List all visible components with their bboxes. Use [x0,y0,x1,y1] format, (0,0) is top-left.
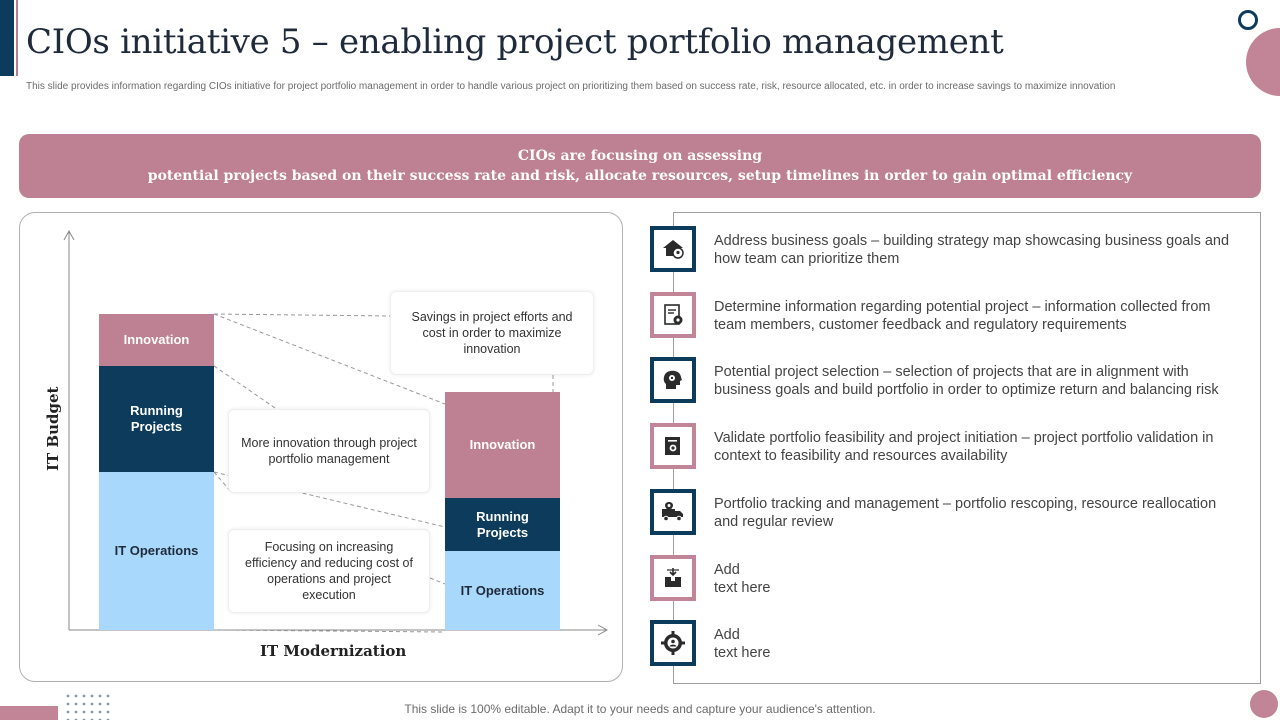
decorative-circle-top-right [1246,28,1280,96]
title-accent-line [16,0,18,76]
left-operations-label: IT Operations [114,543,199,558]
innovation-callout: More innovation through project portfoli… [228,409,430,493]
decorative-circle-bottom-right [1250,690,1278,718]
chart-axes-and-connectors [63,229,609,636]
efficiency-callout: Focusing on increasing efficiency and re… [228,529,430,613]
title-accent-bar [0,0,14,76]
right-running-label-line2: Projects [476,524,529,540]
delivery-box-icon [650,555,696,601]
banner-line-2: potential projects based on their succes… [147,168,1133,184]
right-running-label-line1: Running [476,508,529,524]
left-bar-innovation: Innovation [99,314,214,366]
right-operations-label: IT Operations [460,582,545,598]
gear-person-icon [650,620,696,666]
step-text: Validate portfolio feasibility and proje… [714,430,1214,464]
right-bar-running-projects: Running Projects [445,498,560,551]
decorative-ring [1238,10,1258,30]
y-axis-label: IT Budget [44,386,62,471]
left-running-label-line1: Running [130,403,183,418]
document-settings-icon [650,292,696,338]
step-text: Potential project selection – selection … [714,364,1219,398]
step-text: Address business goals – building strate… [714,233,1230,267]
step-text: Portfolio tracking and management – port… [714,496,1217,530]
left-running-label-line2: Projects [130,419,183,434]
step-text: Determine information regarding potentia… [714,299,1211,333]
focus-banner: CIOs are focusing on assessing potential… [19,134,1261,198]
right-innovation-label: Innovation [469,437,536,452]
right-bar-it-operations: IT Operations [445,551,560,630]
truck-location-icon [650,489,696,535]
banner-line-1: CIOs are focusing on assessing [517,148,763,164]
head-gears-icon [650,357,696,403]
left-bar-running-projects: Running Projects [99,366,214,472]
x-axis-label: IT Modernization [260,642,407,660]
page-subtitle: This slide provides information regardin… [26,81,1116,92]
footer-note: This slide is 100% editable. Adapt it to… [404,702,876,716]
left-innovation-label: Innovation [123,332,190,347]
step-text: Add text here [714,627,771,661]
step-text: Add text here [714,562,771,596]
budget-chart-panel [19,212,623,682]
page-title: CIOs initiative 5 – enabling project por… [26,22,1004,62]
left-bar-it-operations: IT Operations [99,472,214,630]
house-location-icon [650,226,696,272]
decorative-bar-bottom-left [0,706,58,720]
right-bar-innovation: Innovation [445,392,560,498]
savings-callout: Savings in project efforts and cost in o… [390,291,594,375]
document-seal-icon [650,423,696,469]
decorative-dots [64,692,112,720]
